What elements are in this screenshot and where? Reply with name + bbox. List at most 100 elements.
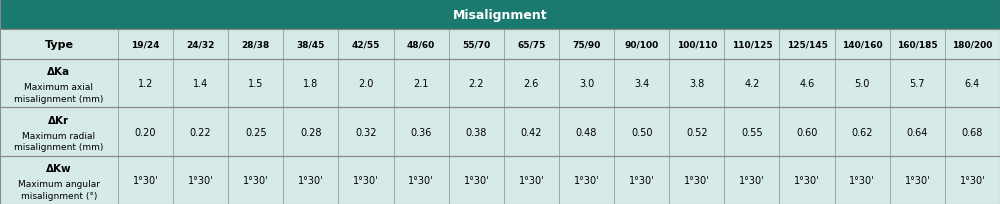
- Text: Misalignment: Misalignment: [453, 9, 547, 22]
- Text: 24/32: 24/32: [186, 41, 215, 49]
- Text: 0.64: 0.64: [907, 127, 928, 137]
- Text: 3.4: 3.4: [634, 79, 649, 89]
- Text: 2.2: 2.2: [469, 79, 484, 89]
- Text: 1°30': 1°30': [574, 175, 599, 185]
- Bar: [449, 108, 504, 156]
- Bar: [614, 30, 669, 60]
- Bar: [173, 60, 228, 108]
- Bar: [228, 30, 283, 60]
- Bar: [173, 156, 228, 204]
- Bar: [835, 108, 890, 156]
- Bar: [118, 30, 173, 60]
- Bar: [559, 30, 614, 60]
- Bar: [0, 156, 118, 204]
- Bar: [724, 30, 779, 60]
- Text: 0.38: 0.38: [466, 127, 487, 137]
- Text: 1.2: 1.2: [138, 79, 153, 89]
- Bar: [779, 30, 835, 60]
- Bar: [779, 60, 835, 108]
- Text: 180/200: 180/200: [952, 41, 993, 49]
- Text: 1°30': 1°30': [739, 175, 765, 185]
- Text: ΔKr: ΔKr: [48, 115, 70, 125]
- Bar: [394, 30, 449, 60]
- Bar: [945, 30, 1000, 60]
- Text: 55/70: 55/70: [462, 41, 490, 49]
- Bar: [338, 156, 394, 204]
- Bar: [394, 108, 449, 156]
- Text: 0.32: 0.32: [355, 127, 377, 137]
- Text: 90/100: 90/100: [625, 41, 659, 49]
- Bar: [118, 156, 173, 204]
- Bar: [945, 108, 1000, 156]
- Text: 0.52: 0.52: [686, 127, 708, 137]
- Bar: [338, 108, 394, 156]
- Text: misalignment (°): misalignment (°): [21, 191, 97, 200]
- Bar: [669, 30, 724, 60]
- Text: 1°30': 1°30': [133, 175, 158, 185]
- Bar: [228, 156, 283, 204]
- Text: 0.50: 0.50: [631, 127, 652, 137]
- Text: Maximum radial: Maximum radial: [22, 131, 96, 140]
- Text: 5.7: 5.7: [910, 79, 925, 89]
- Text: 65/75: 65/75: [517, 41, 546, 49]
- Text: 1°30': 1°30': [849, 175, 875, 185]
- Bar: [283, 60, 338, 108]
- Bar: [228, 60, 283, 108]
- Bar: [614, 60, 669, 108]
- Text: 19/24: 19/24: [131, 41, 160, 49]
- Text: 2.0: 2.0: [358, 79, 374, 89]
- Bar: [449, 60, 504, 108]
- Bar: [228, 108, 283, 156]
- Text: ΔKa: ΔKa: [47, 67, 71, 77]
- Bar: [724, 156, 779, 204]
- Bar: [173, 30, 228, 60]
- Bar: [945, 156, 1000, 204]
- Bar: [779, 156, 835, 204]
- Text: Maximum angular: Maximum angular: [18, 179, 100, 188]
- Text: 140/160: 140/160: [842, 41, 882, 49]
- Text: 1.4: 1.4: [193, 79, 208, 89]
- Bar: [890, 108, 945, 156]
- Text: misalignment (mm): misalignment (mm): [14, 95, 104, 104]
- Text: 0.22: 0.22: [190, 127, 212, 137]
- Text: 48/60: 48/60: [407, 41, 435, 49]
- Text: 4.2: 4.2: [744, 79, 760, 89]
- Bar: [283, 156, 338, 204]
- Text: 1°30': 1°30': [904, 175, 930, 185]
- Bar: [449, 156, 504, 204]
- Bar: [669, 156, 724, 204]
- Text: 100/110: 100/110: [677, 41, 717, 49]
- Bar: [449, 30, 504, 60]
- Text: 0.68: 0.68: [962, 127, 983, 137]
- Text: 1°30': 1°30': [684, 175, 710, 185]
- Bar: [835, 60, 890, 108]
- Bar: [614, 156, 669, 204]
- Text: 38/45: 38/45: [297, 41, 325, 49]
- Text: 1°30': 1°30': [408, 175, 434, 185]
- Bar: [0, 0, 1000, 30]
- Text: 1°30': 1°30': [463, 175, 489, 185]
- Bar: [835, 156, 890, 204]
- Bar: [559, 60, 614, 108]
- Bar: [669, 108, 724, 156]
- Text: 0.62: 0.62: [851, 127, 873, 137]
- Bar: [504, 108, 559, 156]
- Bar: [724, 108, 779, 156]
- Text: 6.4: 6.4: [965, 79, 980, 89]
- Bar: [0, 60, 118, 108]
- Text: misalignment (mm): misalignment (mm): [14, 143, 104, 152]
- Text: 1°30': 1°30': [188, 175, 214, 185]
- Bar: [118, 108, 173, 156]
- Bar: [283, 108, 338, 156]
- Text: 1°30': 1°30': [243, 175, 269, 185]
- Bar: [173, 108, 228, 156]
- Bar: [614, 108, 669, 156]
- Bar: [283, 30, 338, 60]
- Bar: [559, 156, 614, 204]
- Bar: [669, 60, 724, 108]
- Text: 1°30': 1°30': [298, 175, 324, 185]
- Text: 0.25: 0.25: [245, 127, 267, 137]
- Text: 2.1: 2.1: [414, 79, 429, 89]
- Bar: [0, 108, 118, 156]
- Text: 0.36: 0.36: [410, 127, 432, 137]
